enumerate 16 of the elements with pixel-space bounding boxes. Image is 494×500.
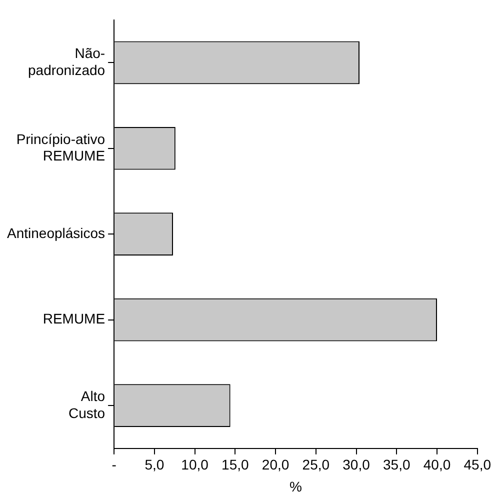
y-tick-label: Antineoplásicos — [7, 224, 106, 241]
x-tick-label: 45,0 — [464, 456, 492, 473]
x-tick-label: 30,0 — [342, 456, 370, 473]
x-tick-label: 25,0 — [302, 456, 330, 473]
x-tick-label: 20,0 — [262, 456, 290, 473]
x-tick-label: 35,0 — [383, 456, 410, 473]
x-tick-label: 10,0 — [181, 456, 209, 473]
x-tick-label: - — [112, 456, 117, 473]
y-tick-label: Princípio-ativo REMUME — [16, 130, 106, 164]
x-tick-label: 40,0 — [423, 456, 451, 473]
y-tick-label: REMUME — [42, 310, 106, 327]
x-tick-label: 15,0 — [222, 456, 250, 473]
x-axis-title: % — [289, 478, 302, 494]
x-tick-label: 5,0 — [144, 456, 164, 473]
y-tick-label: Alto Custo — [68, 388, 106, 421]
y-tick-label: Não-padronizado — [28, 45, 106, 78]
